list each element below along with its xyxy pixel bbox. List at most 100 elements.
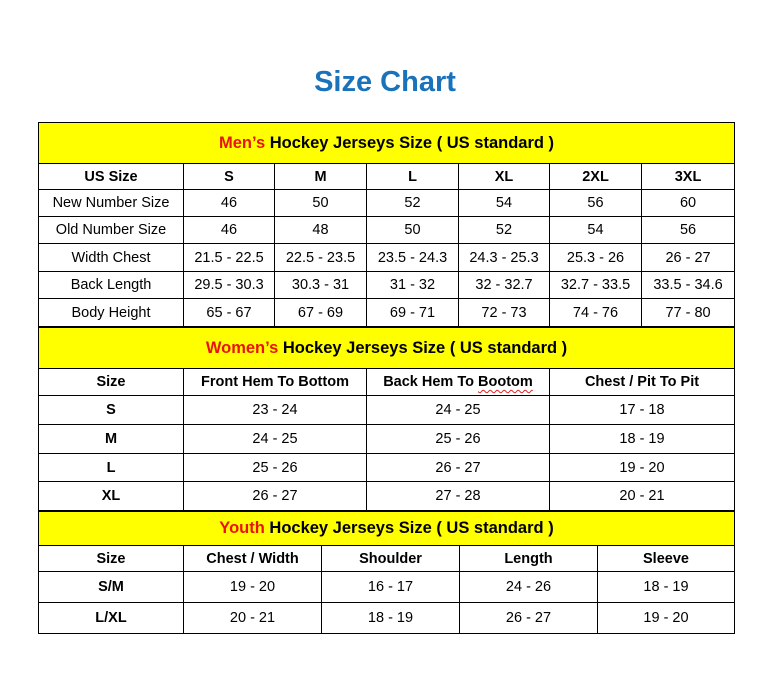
men-banner-text: Hockey Jerseys Size ( US standard ) [265, 133, 555, 152]
women-size-table: Women’s Hockey Jerseys Size ( US standar… [37, 327, 736, 511]
column-header: M [274, 163, 367, 190]
table-cell: 27 - 28 [366, 481, 550, 511]
table-cell: 74 - 76 [549, 298, 642, 327]
men-size-table: Men’s Hockey Jerseys Size ( US standard … [37, 122, 736, 327]
table-cell: 18 - 19 [321, 602, 460, 634]
column-header: 2XL [549, 163, 642, 190]
table-cell: 19 - 20 [183, 571, 322, 603]
row-label: L/XL [38, 602, 184, 634]
table-cell: 30.3 - 31 [274, 271, 367, 299]
column-header: S [183, 163, 275, 190]
column-header: Size [38, 545, 184, 572]
table-cell: 19 - 20 [548, 453, 736, 482]
table-cell: 24 - 25 [366, 395, 550, 425]
column-header: Sleeve [596, 545, 736, 572]
table-cell: 20 - 21 [548, 481, 736, 511]
table-row: Width Chest 21.5 - 22.5 22.5 - 23.5 23.5 - … [38, 243, 736, 272]
table-cell: 25.3 - 26 [549, 243, 642, 272]
youth-banner-text: Hockey Jerseys Size ( US standard ) [264, 519, 554, 537]
table-cell: 32.7 - 33.5 [549, 271, 642, 299]
column-header: L [366, 163, 459, 190]
table-cell: 16 - 17 [321, 571, 460, 603]
table-cell: 54 [549, 216, 642, 244]
table-cell: 18 - 19 [596, 571, 736, 603]
table-cell: 18 - 19 [548, 424, 736, 454]
table-cell: 46 [183, 189, 275, 217]
men-header-row: US Size S M L XL 2XL 3XL [38, 163, 736, 190]
table-cell: 33.5 - 34.6 [640, 271, 736, 299]
column-header: Shoulder [321, 545, 460, 572]
row-label: New Number Size [38, 189, 184, 217]
table-row: Back Length 29.5 - 30.3 30.3 - 31 31 - 32 32… [38, 271, 736, 299]
table-row: L 25 - 26 26 - 27 19 - 20 [38, 453, 736, 482]
table-row: New Number Size 46 50 52 54 56 60 [38, 189, 736, 217]
column-header: Chest / Pit To Pit [548, 368, 736, 396]
table-cell: 52 [458, 216, 550, 244]
table-cell: 22.5 - 23.5 [274, 243, 367, 272]
table-cell: 50 [366, 216, 459, 244]
table-cell: 65 - 67 [183, 298, 275, 327]
table-cell: 17 - 18 [548, 395, 736, 425]
table-cell: 32 - 32.7 [458, 271, 550, 299]
column-header: US Size [38, 163, 184, 190]
column-header: Size [38, 368, 184, 396]
women-banner: Women’s Hockey Jerseys Size ( US standar… [37, 327, 736, 369]
table-cell: 48 [274, 216, 367, 244]
table-cell: 50 [274, 189, 367, 217]
table-row: Body Height 65 - 67 67 - 69 69 - 71 72 - 73 7… [38, 298, 736, 327]
table-cell: 21.5 - 22.5 [183, 243, 275, 272]
table-row: S 23 - 24 24 - 25 17 - 18 [38, 395, 736, 425]
column-header: Length [459, 545, 598, 572]
column-header: 3XL [640, 163, 736, 190]
table-cell: 26 - 27 [640, 243, 736, 272]
row-label: XL [38, 481, 184, 511]
table-row: Old Number Size 46 48 50 52 54 56 [38, 216, 736, 244]
table-cell: 24 - 26 [459, 571, 598, 603]
youth-banner-label: Youth [219, 519, 265, 537]
row-label: S [38, 395, 184, 425]
row-label: Body Height [38, 298, 184, 327]
women-header-row: Size Front Hem To Bottom Back Hem To Boo… [38, 368, 736, 396]
women-banner-text: Hockey Jerseys Size ( US standard ) [278, 338, 568, 357]
row-label: Width Chest [38, 243, 184, 272]
column-header: XL [458, 163, 550, 190]
row-label: M [38, 424, 184, 454]
row-label: Back Length [38, 271, 184, 299]
row-label: S/M [38, 571, 184, 603]
size-chart: Men’s Hockey Jerseys Size ( US standard … [37, 122, 736, 634]
table-cell: 26 - 27 [459, 602, 598, 634]
table-cell: 24.3 - 25.3 [458, 243, 550, 272]
table-cell: 54 [458, 189, 550, 217]
table-cell: 26 - 27 [183, 481, 367, 511]
table-cell: 23 - 24 [183, 395, 367, 425]
table-row: M 24 - 25 25 - 26 18 - 19 [38, 424, 736, 454]
misspelled-word: Bootom [478, 374, 533, 390]
table-cell: 29.5 - 30.3 [183, 271, 275, 299]
row-label: L [38, 453, 184, 482]
table-cell: 31 - 32 [366, 271, 459, 299]
youth-header-row: Size Chest / Width Shoulder Length Sleev… [38, 545, 736, 572]
table-cell: 19 - 20 [596, 602, 736, 634]
table-cell: 25 - 26 [366, 424, 550, 454]
table-cell: 25 - 26 [183, 453, 367, 482]
table-row: L/XL 20 - 21 18 - 19 26 - 27 19 - 20 [38, 602, 736, 634]
column-header: Front Hem To Bottom [183, 368, 367, 396]
table-cell: 72 - 73 [458, 298, 550, 327]
table-cell: 60 [640, 189, 736, 217]
women-banner-label: Women’s [205, 338, 279, 357]
table-cell: 46 [183, 216, 275, 244]
table-cell: 26 - 27 [366, 453, 550, 482]
column-header: Back Hem To Bootom [366, 368, 550, 396]
table-row: S/M 19 - 20 16 - 17 24 - 26 18 - 19 [38, 571, 736, 603]
page-title: Size Chart [314, 66, 456, 98]
men-banner-label: Men’s [219, 133, 266, 152]
table-cell: 20 - 21 [183, 602, 322, 634]
table-cell: 69 - 71 [366, 298, 459, 327]
table-cell: 56 [549, 189, 642, 217]
table-cell: 24 - 25 [183, 424, 367, 454]
table-cell: 52 [366, 189, 459, 217]
column-header: Chest / Width [183, 545, 322, 572]
table-cell: 56 [640, 216, 736, 244]
youth-banner: Youth Hockey Jerseys Size ( US standard … [37, 511, 736, 546]
men-banner: Men’s Hockey Jerseys Size ( US standard … [37, 122, 736, 164]
